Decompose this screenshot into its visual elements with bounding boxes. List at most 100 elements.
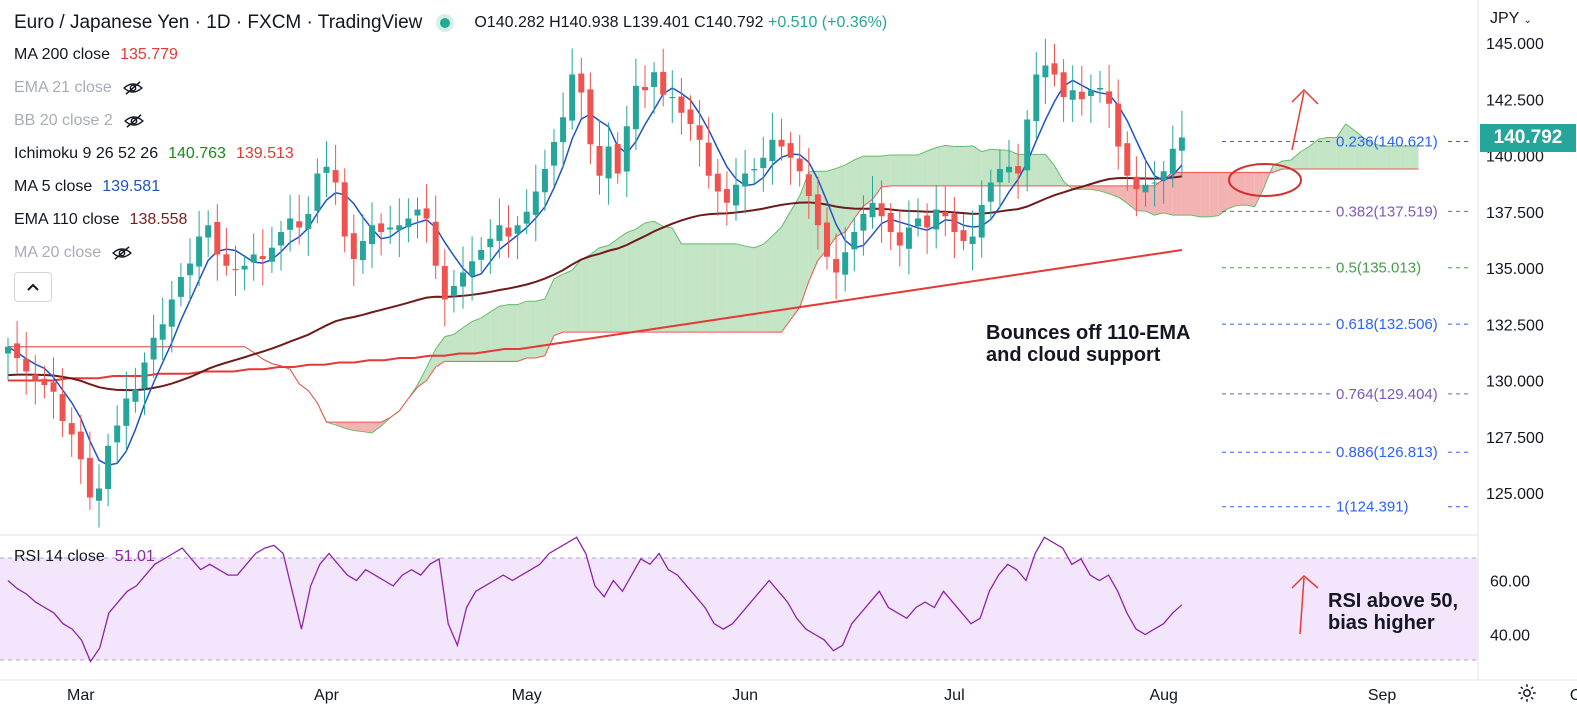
- symbol-title[interactable]: Euro / Japanese Yen · 1D · FXCM · Tradin…: [14, 12, 423, 33]
- candle: [1006, 139, 1012, 183]
- indicator-row[interactable]: MA 5 close 139.581: [14, 170, 887, 203]
- cloud-segment: [1318, 137, 1328, 169]
- candle: [705, 117, 712, 189]
- candle-body: [460, 272, 466, 287]
- candle: [296, 194, 303, 245]
- cloud-segment: [626, 229, 636, 333]
- cloud-segment: [972, 145, 982, 186]
- candle: [1106, 65, 1113, 128]
- cloud-segment: [863, 156, 873, 207]
- candle: [487, 219, 494, 274]
- candle: [414, 197, 421, 239]
- eye-hidden-icon[interactable]: [123, 113, 145, 129]
- rsi-label[interactable]: RSI 14 close: [14, 548, 105, 565]
- candle-body: [1069, 90, 1076, 100]
- candle: [951, 197, 958, 259]
- candle: [378, 213, 385, 256]
- candle: [268, 226, 275, 273]
- cloud-segment: [1054, 165, 1064, 186]
- candle: [332, 144, 339, 206]
- candle-body: [159, 324, 166, 340]
- cloud-segment: [1163, 172, 1173, 216]
- cloud-segment: [544, 278, 554, 356]
- cloud-segment: [1127, 185, 1137, 211]
- candle-body: [678, 96, 685, 113]
- cloud-segment: [654, 221, 664, 333]
- candle-body: [687, 109, 694, 124]
- symbol-row: Euro / Japanese Yen · 1D · FXCM · Tradin…: [14, 8, 887, 38]
- candle-body: [123, 398, 130, 426]
- candle-body: [396, 225, 403, 231]
- gear-icon[interactable]: [1516, 682, 1538, 704]
- cloud-segment: [362, 422, 372, 433]
- rsi-up-arrow: [1299, 577, 1305, 635]
- price-tick-label: 125.000: [1486, 486, 1544, 503]
- indicator-row[interactable]: BB 20 close 2: [14, 104, 887, 137]
- candle: [323, 141, 330, 198]
- cloud-segment: [799, 171, 809, 308]
- candle-body: [241, 265, 248, 270]
- candle: [742, 149, 749, 214]
- rsi-legend: RSI 14 close 51.01: [14, 548, 155, 566]
- indicator-list: MA 200 close 135.779 EMA 21 close BB 20 clo…: [14, 38, 887, 269]
- candle-body: [733, 184, 739, 206]
- cloud-segment: [444, 334, 454, 362]
- cloud-segment: [836, 165, 846, 237]
- candle: [814, 176, 821, 250]
- cloud-segment: [463, 321, 473, 362]
- candle-body: [287, 218, 294, 230]
- indicator-row[interactable]: Ichimoku 9 26 52 26 140.763 139.513: [14, 137, 887, 170]
- cloud-segment: [472, 318, 482, 362]
- indicator-row[interactable]: MA 200 close 135.779: [14, 38, 887, 71]
- candle: [450, 270, 457, 313]
- candle: [623, 105, 630, 198]
- cloud-segment: [1409, 145, 1419, 169]
- eye-hidden-icon[interactable]: [111, 245, 133, 261]
- candle-body: [305, 214, 312, 229]
- candle-body: [1160, 171, 1167, 180]
- cloud-segment: [353, 422, 363, 432]
- cloud-segment: [499, 304, 509, 362]
- candle-body: [168, 299, 175, 327]
- candle-body: [5, 346, 11, 354]
- indicator-value: 139.513: [235, 144, 294, 162]
- time-axis-label: Oct: [1570, 687, 1577, 704]
- ohlc-values: O140.282 H140.938 L139.401 C140.792 +0.5…: [474, 14, 887, 32]
- candle: [59, 368, 66, 438]
- indicator-row[interactable]: MA 20 close: [14, 236, 887, 269]
- cloud-segment: [526, 301, 536, 358]
- currency-selector[interactable]: JPY ⌄: [1490, 10, 1532, 28]
- candle: [1051, 44, 1058, 87]
- candle-body: [23, 358, 30, 372]
- candle: [132, 367, 139, 413]
- indicator-row[interactable]: EMA 110 close 138.558: [14, 203, 887, 236]
- candle-body: [805, 174, 812, 196]
- candle: [669, 70, 676, 124]
- candle: [878, 180, 885, 243]
- candle: [651, 62, 658, 114]
- candle-body: [632, 85, 639, 130]
- candle-body: [605, 146, 612, 179]
- indicator-row[interactable]: EMA 21 close: [14, 71, 887, 104]
- cloud-segment: [845, 160, 855, 232]
- cloud-segment: [890, 154, 900, 186]
- candle: [223, 227, 230, 276]
- price-up-arrow: [1291, 91, 1305, 151]
- candle-body: [423, 208, 430, 219]
- candle-body: [96, 488, 102, 501]
- candle: [905, 200, 912, 275]
- candle: [441, 249, 448, 327]
- fib-level-label: 0.886(126.813): [1336, 444, 1438, 461]
- collapse-legend-button[interactable]: [14, 272, 52, 302]
- cloud-segment: [508, 304, 518, 362]
- eye-hidden-icon[interactable]: [122, 80, 144, 96]
- candle: [41, 365, 48, 399]
- candle: [760, 136, 767, 192]
- candle-body: [1024, 119, 1031, 171]
- rsi-tick-label: 60.00: [1490, 574, 1530, 591]
- candle-body: [405, 218, 412, 228]
- cloud-segment: [617, 232, 627, 333]
- cloud-segment: [435, 336, 445, 367]
- cloud-segment: [772, 226, 782, 333]
